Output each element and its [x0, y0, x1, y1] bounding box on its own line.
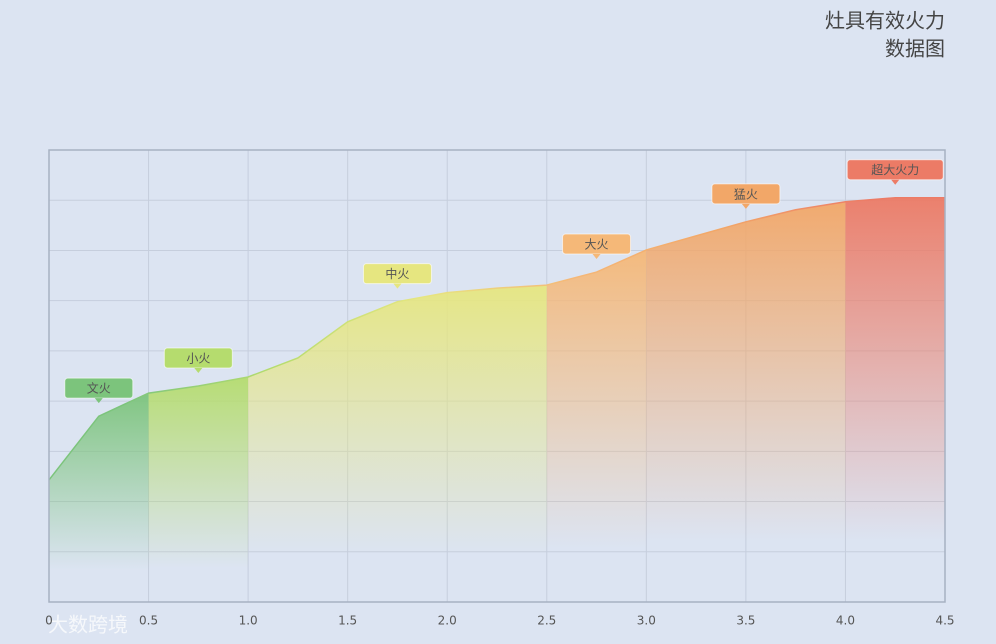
zone-area — [248, 285, 547, 602]
zone-tag-pointer — [194, 368, 203, 374]
x-tick-label: 0 — [45, 614, 53, 628]
watermark: 大数跨境 — [48, 613, 128, 637]
zone-tag-pointer — [891, 179, 900, 185]
x-tick-label: 2.5 — [537, 614, 556, 628]
zone-area — [646, 201, 846, 602]
plot-border — [48, 149, 946, 603]
x-tick-label: 3.5 — [736, 614, 755, 628]
x-tick-label: 1.0 — [239, 614, 258, 628]
zone-label: 文火 — [87, 381, 111, 396]
zone-label: 小火 — [186, 352, 210, 366]
zone-tag-pointer — [592, 254, 601, 260]
x-tick-label: 0.5 — [139, 614, 158, 628]
zone-label: 猛火 — [734, 187, 758, 201]
zone-area — [49, 393, 149, 602]
zone-area — [546, 249, 647, 603]
zone-tag-pointer — [393, 283, 402, 289]
zone-tag-pointer — [94, 398, 103, 404]
x-tick-label: 3.0 — [637, 614, 656, 628]
chart-title: 灶具有效火力 — [825, 9, 945, 33]
zone-area — [845, 197, 945, 602]
x-tick-label: 2.0 — [438, 614, 457, 628]
x-tick-label: 4.5 — [935, 614, 954, 628]
zone-area — [148, 377, 249, 602]
x-tick-label: 4.0 — [836, 614, 855, 628]
zone-label: 超大火力 — [871, 162, 919, 177]
x-tick-label: 1.5 — [338, 614, 357, 628]
line — [48, 196, 945, 481]
zone-label: 中火 — [385, 266, 409, 281]
zone-label: 大火 — [585, 238, 609, 252]
zone-tag-pointer — [741, 203, 750, 209]
chart-subtitle: 数据图 — [885, 37, 945, 61]
